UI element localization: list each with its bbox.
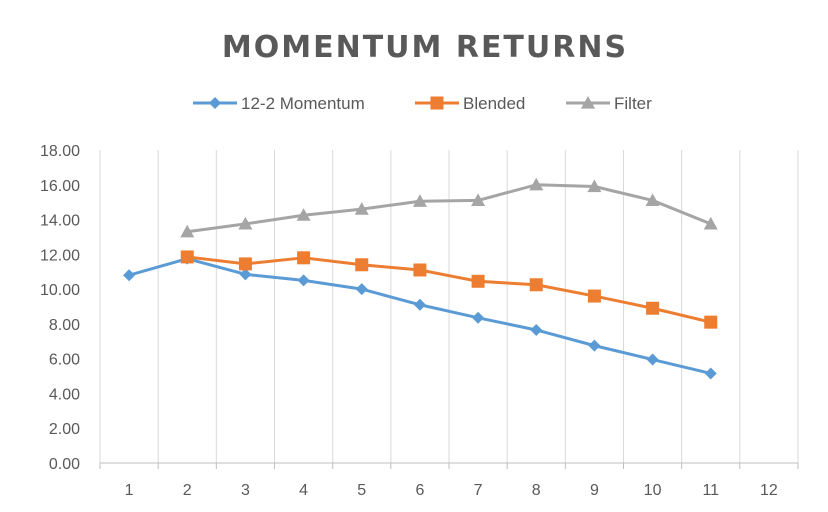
- data-point: [180, 250, 194, 264]
- x-tick-label: 5: [357, 482, 366, 499]
- data-point: [529, 278, 543, 292]
- data-point: [703, 216, 718, 230]
- data-point: [704, 315, 718, 329]
- grid: [99, 150, 799, 463]
- series-line: [185, 183, 713, 234]
- x-tick-label: 10: [644, 482, 662, 499]
- y-tick-label: 8.00: [49, 317, 80, 334]
- y-tick-label: 18.00: [40, 143, 80, 160]
- data-point: [354, 202, 369, 215]
- x-tick-label: 2: [183, 482, 192, 499]
- data-point: [704, 367, 717, 380]
- data-point: [355, 258, 369, 272]
- legend-label: Filter: [614, 94, 652, 113]
- data-point: [413, 298, 426, 311]
- x-tick-label: 7: [474, 482, 483, 499]
- series-filter: [180, 177, 718, 238]
- legend-marker: [581, 96, 595, 109]
- data-point: [355, 283, 368, 296]
- x-tick-label: 8: [532, 482, 541, 499]
- data-point: [238, 216, 253, 230]
- legend-item: 12-2 Momentum: [193, 94, 365, 113]
- y-tick-label: 12.00: [40, 247, 80, 264]
- data-point: [587, 179, 602, 193]
- x-tick-label: 12: [760, 482, 778, 499]
- data-point: [588, 339, 601, 352]
- x-tick-label: 9: [590, 482, 599, 499]
- y-tick-label: 16.00: [40, 178, 80, 195]
- data-point: [123, 269, 136, 282]
- data-point: [238, 257, 252, 271]
- data-point: [646, 353, 659, 366]
- y-tick-label: 4.00: [49, 386, 80, 403]
- data-point: [297, 251, 311, 265]
- data-point: [472, 311, 485, 324]
- data-point: [587, 289, 601, 303]
- legend-marker: [430, 96, 444, 110]
- series-layer: [123, 177, 718, 380]
- axes: 0.00 2.00 4.00 6.00 8.00 10.00 12.00 14.00 16.00…: [40, 143, 799, 499]
- data-point: [646, 301, 660, 315]
- y-tick-label: 0.00: [49, 456, 80, 473]
- y-tick-label: 10.00: [40, 282, 80, 299]
- y-tick-label: 2.00: [49, 421, 80, 438]
- legend-label: 12-2 Momentum: [241, 94, 365, 113]
- series-blended: [180, 250, 718, 329]
- legend: 12-2 Momentum Blended Filter: [193, 94, 652, 113]
- legend-item: Filter: [566, 94, 652, 113]
- x-tick-label: 6: [415, 482, 424, 499]
- x-tick-label: 1: [125, 482, 134, 499]
- legend-item: Blended: [415, 94, 525, 113]
- data-point: [471, 274, 485, 288]
- data-point: [239, 268, 252, 281]
- legend-marker: [209, 97, 221, 109]
- data-point: [471, 193, 486, 207]
- data-point: [413, 263, 427, 277]
- legend-label: Blended: [463, 94, 525, 113]
- data-point: [296, 208, 311, 221]
- y-tick-label: 14.00: [40, 213, 80, 230]
- data-point: [412, 194, 427, 207]
- data-point: [180, 224, 195, 238]
- data-point: [530, 323, 543, 336]
- data-point: [297, 274, 310, 287]
- x-tick-label: 3: [241, 482, 250, 499]
- x-tick-label: 11: [702, 482, 719, 499]
- y-tick-label: 6.00: [49, 352, 80, 369]
- series-line: [185, 255, 713, 324]
- data-point: [529, 177, 544, 191]
- data-point: [645, 193, 660, 207]
- chart-title: MOMENTUM RETURNS: [222, 30, 628, 65]
- x-tick-label: 4: [299, 482, 308, 499]
